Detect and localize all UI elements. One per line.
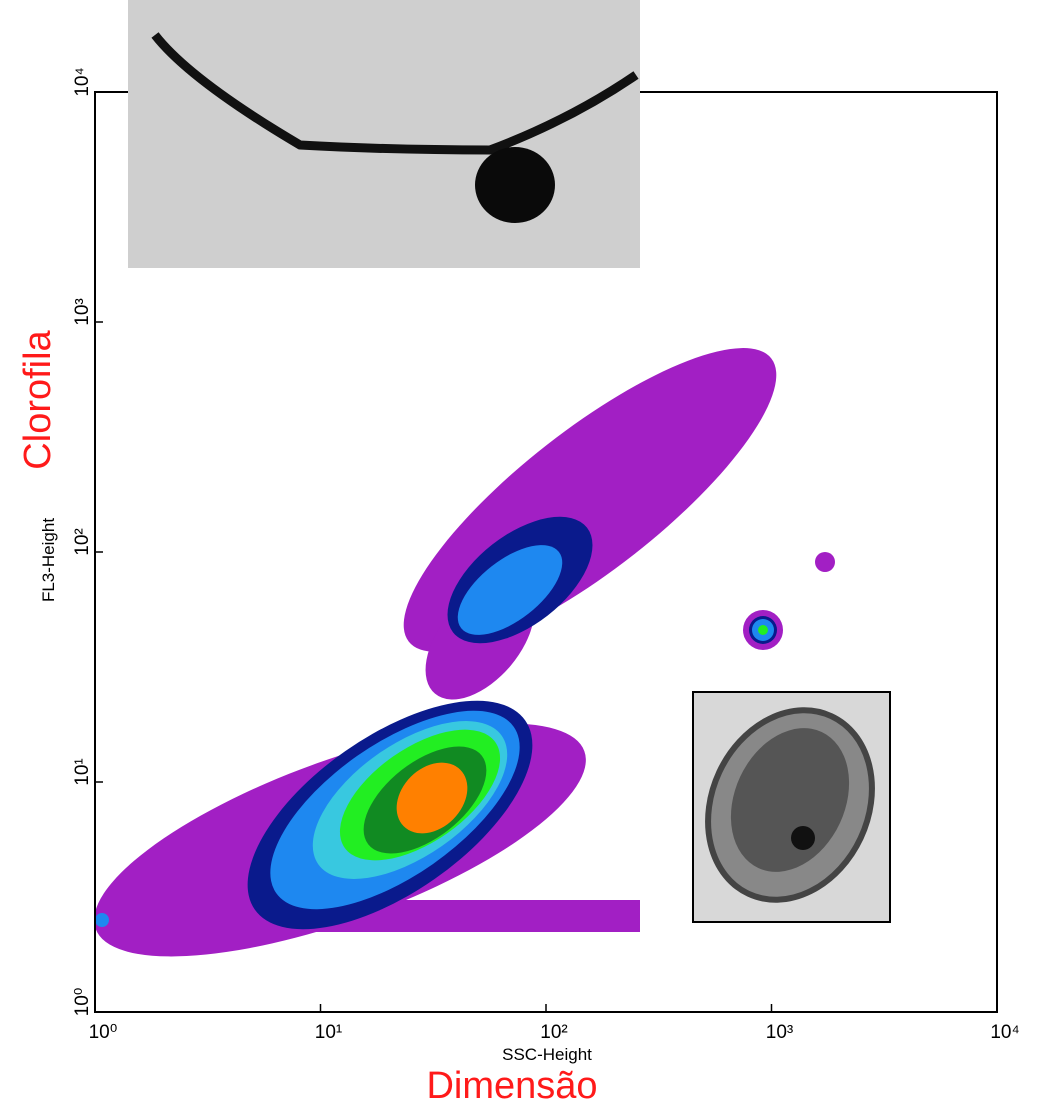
photo-cell	[475, 147, 555, 223]
photo-top	[128, 0, 640, 268]
chart: SSC-Height Dimensão FL3-Height Clorofila…	[0, 0, 1042, 1107]
y-annotation: Clorofila	[17, 329, 59, 469]
y-tick-label: 10⁰	[72, 988, 93, 1017]
x-tick-label: 10¹	[315, 1022, 342, 1043]
y-tick-label: 10¹	[72, 758, 93, 785]
photo-background	[128, 0, 640, 268]
density-layer	[95, 913, 109, 927]
y-tick-label: 10²	[72, 528, 93, 555]
y-tick-label: 10⁴	[72, 67, 93, 96]
density-layer	[758, 625, 768, 635]
x-tick-label: 10⁰	[89, 1022, 118, 1043]
x-annotation: Dimensão	[426, 1065, 597, 1107]
y-tick-label: 10³	[72, 298, 93, 325]
x-tick-label: 10²	[540, 1022, 567, 1043]
photo-nucleus	[791, 826, 815, 850]
y-axis-label: FL3-Height	[39, 518, 58, 602]
x-tick-label: 10³	[766, 1022, 793, 1043]
density-layer	[815, 552, 835, 572]
x-axis-label: SSC-Height	[502, 1045, 592, 1064]
x-tick-label: 10⁴	[990, 1022, 1019, 1043]
photo-inset	[678, 683, 902, 927]
